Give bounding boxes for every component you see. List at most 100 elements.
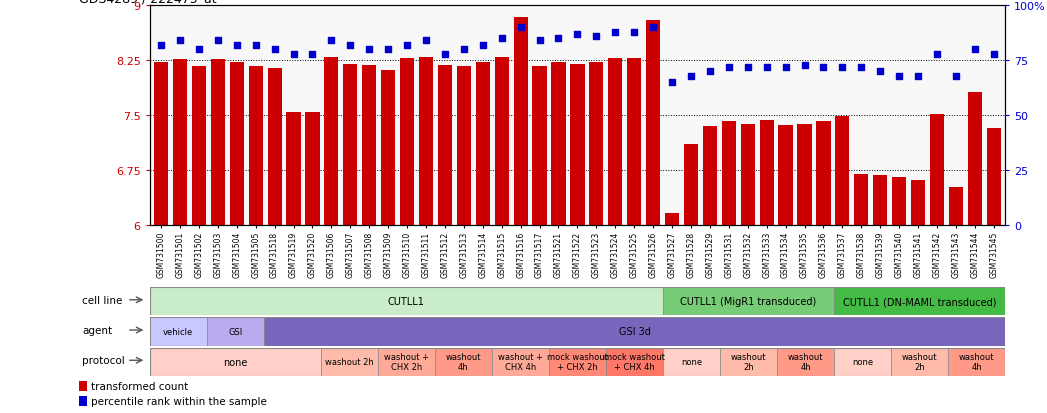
Point <box>304 51 320 58</box>
Text: none: none <box>852 357 873 366</box>
Bar <box>306 113 319 225</box>
Point <box>588 33 605 40</box>
Bar <box>854 174 868 225</box>
Bar <box>759 121 774 225</box>
Point <box>550 36 566 43</box>
Bar <box>381 71 396 225</box>
Bar <box>492 348 549 376</box>
Point <box>191 47 207 53</box>
Point <box>247 43 264 49</box>
Point <box>380 47 397 53</box>
Bar <box>930 114 944 225</box>
Bar <box>891 348 949 376</box>
Point <box>228 43 245 49</box>
Text: GSI: GSI <box>228 327 243 336</box>
Point <box>701 69 718 75</box>
Point <box>266 47 283 53</box>
Point <box>853 64 870 71</box>
Bar <box>438 66 452 225</box>
Bar <box>589 63 603 225</box>
Bar <box>229 63 244 225</box>
Point <box>815 64 831 71</box>
Point <box>645 25 662 31</box>
Point <box>531 38 548 45</box>
Bar <box>798 125 811 225</box>
Point <box>626 29 643 36</box>
Bar <box>419 57 433 225</box>
Text: GSI 3d: GSI 3d <box>619 327 650 337</box>
Point <box>966 47 983 53</box>
Bar <box>740 125 755 225</box>
Text: cell line: cell line <box>82 295 122 305</box>
Point <box>948 73 964 80</box>
Bar <box>911 180 926 225</box>
Point <box>342 43 359 49</box>
Text: washout +
CHX 4h: washout + CHX 4h <box>498 352 543 371</box>
Text: washout
2h: washout 2h <box>901 352 937 371</box>
Point <box>739 64 756 71</box>
Bar <box>268 69 282 225</box>
Text: washout
4h: washout 4h <box>787 352 823 371</box>
Bar <box>287 113 300 225</box>
Text: transformed count: transformed count <box>91 381 188 391</box>
Text: washout +
CHX 2h: washout + CHX 2h <box>384 352 429 371</box>
Point <box>834 64 851 71</box>
Bar <box>173 60 187 225</box>
Bar <box>79 381 87 391</box>
Text: washout
2h: washout 2h <box>731 352 766 371</box>
Bar <box>608 59 622 225</box>
Point <box>720 64 737 71</box>
Bar <box>834 287 1005 316</box>
Point <box>399 43 416 49</box>
Bar <box>150 348 320 376</box>
Point <box>664 80 681 86</box>
Bar <box>533 67 547 225</box>
Bar <box>986 129 1001 225</box>
Bar <box>456 67 471 225</box>
Text: mock washout
+ CHX 4h: mock washout + CHX 4h <box>604 352 665 371</box>
Point <box>796 62 812 69</box>
Bar <box>248 67 263 225</box>
Bar <box>154 63 169 225</box>
Text: none: none <box>681 357 703 366</box>
Bar <box>949 348 1005 376</box>
Point <box>285 51 302 58</box>
Point <box>455 47 472 53</box>
Bar <box>721 122 736 225</box>
Bar <box>967 93 982 225</box>
Point <box>777 64 794 71</box>
Text: washout 2h: washout 2h <box>325 357 374 366</box>
Bar <box>192 67 206 225</box>
Point <box>872 69 889 75</box>
Bar <box>206 318 264 346</box>
Bar <box>834 348 891 376</box>
Text: agent: agent <box>82 325 112 335</box>
Bar <box>892 178 907 225</box>
Point <box>493 36 510 43</box>
Bar <box>627 59 642 225</box>
Bar <box>343 65 357 225</box>
Bar <box>817 122 830 225</box>
Text: CUTLL1 (MigR1 transduced): CUTLL1 (MigR1 transduced) <box>681 297 817 306</box>
Point <box>361 47 378 53</box>
Text: CUTLL1 (DN-MAML transduced): CUTLL1 (DN-MAML transduced) <box>843 297 997 306</box>
Point <box>418 38 435 45</box>
Point <box>985 51 1002 58</box>
Bar <box>873 176 887 225</box>
Bar <box>571 65 584 225</box>
Bar <box>79 396 87 406</box>
Text: washout
4h: washout 4h <box>446 352 482 371</box>
Text: percentile rank within the sample: percentile rank within the sample <box>91 396 267 406</box>
Text: vehicle: vehicle <box>163 327 194 336</box>
Point <box>172 38 188 45</box>
Bar <box>777 348 834 376</box>
Bar <box>320 348 378 376</box>
Bar <box>362 66 376 225</box>
Text: CUTLL1: CUTLL1 <box>387 297 425 306</box>
Text: GDS4289 / 222475_at: GDS4289 / 222475_at <box>79 0 216 5</box>
Point <box>153 43 170 49</box>
Bar <box>494 57 509 225</box>
Bar <box>210 60 225 225</box>
Point <box>324 38 340 45</box>
Bar <box>663 287 834 316</box>
